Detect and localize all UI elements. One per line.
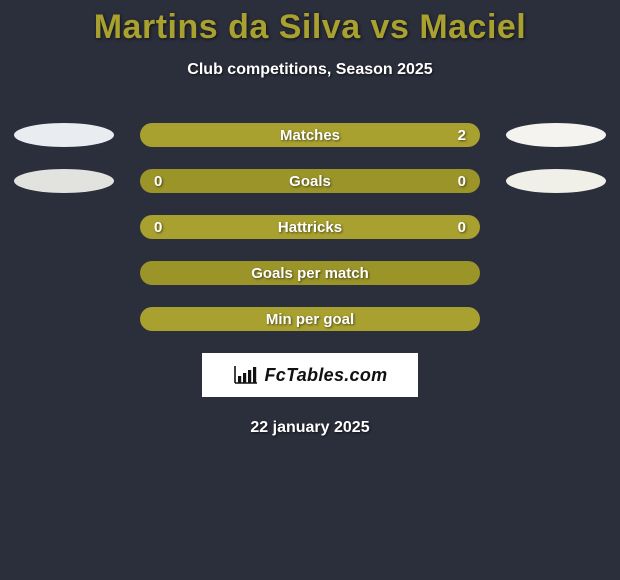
stat-label: Goals xyxy=(174,173,446,190)
ellipse-spacer xyxy=(506,261,606,285)
stat-label: Goals per match xyxy=(174,265,446,282)
comparison-card: Martins da Silva vs Maciel Club competit… xyxy=(0,0,620,437)
stat-row-goals-per-match: Goals per match xyxy=(0,261,620,285)
stat-row-hattricks: 0 Hattricks 0 xyxy=(0,215,620,239)
stat-label: Matches xyxy=(174,127,446,144)
player-left-badge-icon xyxy=(14,123,114,147)
stat-right-value: 0 xyxy=(446,173,466,190)
player-left-badge-icon xyxy=(14,169,114,193)
bar-chart-icon xyxy=(233,365,259,385)
stat-bar: 0 Goals 0 xyxy=(140,169,480,193)
stat-bar: Min per goal xyxy=(140,307,480,331)
ellipse-spacer xyxy=(506,307,606,331)
stat-bar: 0 Hattricks 0 xyxy=(140,215,480,239)
date-label: 22 january 2025 xyxy=(0,419,620,437)
ellipse-spacer xyxy=(14,261,114,285)
player-right-badge-icon xyxy=(506,123,606,147)
stat-right-value: 2 xyxy=(446,127,466,144)
logo-text: FcTables.com xyxy=(265,365,388,386)
ellipse-spacer xyxy=(14,307,114,331)
ellipse-spacer xyxy=(506,215,606,239)
stat-label: Hattricks xyxy=(174,219,446,236)
stat-bar: Goals per match xyxy=(140,261,480,285)
ellipse-spacer xyxy=(14,215,114,239)
stat-bar: Matches 2 xyxy=(140,123,480,147)
fctables-logo: FcTables.com xyxy=(202,353,418,397)
stat-right-value: 0 xyxy=(446,219,466,236)
stat-left-value: 0 xyxy=(154,219,174,236)
page-title: Martins da Silva vs Maciel xyxy=(0,8,620,47)
subtitle: Club competitions, Season 2025 xyxy=(0,61,620,79)
stat-row-goals: 0 Goals 0 xyxy=(0,169,620,193)
stat-rows: Matches 2 0 Goals 0 0 Hattricks 0 xyxy=(0,123,620,331)
player-right-badge-icon xyxy=(506,169,606,193)
stat-row-min-per-goal: Min per goal xyxy=(0,307,620,331)
stat-label: Min per goal xyxy=(174,311,446,328)
stat-row-matches: Matches 2 xyxy=(0,123,620,147)
stat-left-value: 0 xyxy=(154,173,174,190)
